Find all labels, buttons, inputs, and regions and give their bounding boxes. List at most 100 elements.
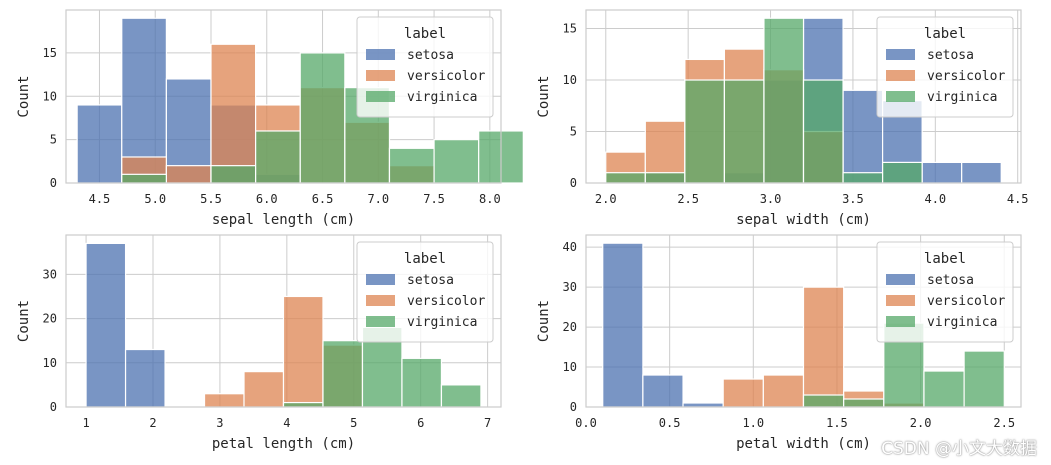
bar-virginica (802, 79, 844, 184)
x-tick-label: 3.0 (760, 192, 782, 206)
legend-entry-setosa: setosa (927, 48, 974, 63)
x-tick-label: 6.5 (312, 192, 334, 206)
x-axis-label: petal length (cm) (212, 436, 355, 452)
axes-frame (585, 234, 1022, 408)
bar-setosa (642, 374, 684, 408)
legend: label setosa versicolor virginica (876, 241, 1014, 343)
x-tick-label: 2.5 (677, 192, 699, 206)
x-tick-label: 3 (216, 416, 223, 430)
bar-virginica (684, 79, 726, 184)
legend-swatch-versicolor (886, 295, 915, 306)
axes-frame (585, 9, 1022, 184)
legend-entry-versicolor: versicolor (927, 69, 1005, 84)
legend-title: label (924, 251, 966, 267)
x-axis-label: sepal length (cm) (212, 212, 355, 228)
legend-entry-virginica: virginica (407, 90, 477, 105)
axes-frame (65, 9, 502, 184)
x-tick-label: 2.0 (910, 416, 932, 430)
x-axis-label: petal width (cm) (736, 436, 871, 452)
y-axis-label: Count (16, 75, 32, 117)
x-tick-label: 2.0 (595, 192, 617, 206)
y-tick-label: 10 (43, 356, 57, 370)
legend-swatch-virginica (366, 316, 395, 327)
bar-virginica (255, 130, 301, 184)
x-tick-label: 5 (350, 416, 357, 430)
x-tick-label: 4.5 (1007, 192, 1029, 206)
x-tick-label: 1.0 (742, 416, 764, 430)
bar-setosa (602, 242, 644, 408)
x-tick-label: 3.5 (842, 192, 864, 206)
legend-swatch-versicolor (366, 70, 395, 81)
legend-swatch-versicolor (886, 70, 915, 81)
y-tick-label: 20 (43, 312, 57, 326)
bar-versicolor (282, 295, 324, 408)
y-tick-label: 0 (50, 400, 57, 414)
x-tick-label: 5.5 (200, 192, 222, 206)
bar-virginica (299, 52, 346, 184)
legend-swatch-setosa (886, 49, 915, 60)
y-tick-label: 10 (43, 89, 57, 103)
bar-virginica (322, 340, 364, 408)
x-tick-label: 0.5 (659, 416, 681, 430)
y-tick-label: 30 (43, 267, 57, 281)
bar-virginica (881, 161, 923, 184)
legend-title: label (404, 251, 446, 267)
bar-virginica (763, 17, 805, 184)
y-tick-label: 0 (570, 400, 577, 414)
chart-panel-2: 2.0 2.5 3.0 3.5 4.0 4.5 0 5 10 15 sepal width (cm)… (536, 9, 1029, 228)
y-tick-label: 5 (50, 133, 57, 147)
bar-virginica (842, 172, 884, 184)
x-tick-label: 1.5 (826, 416, 848, 430)
legend-entry-setosa: setosa (407, 48, 454, 63)
bar-versicolor (722, 378, 764, 408)
bar-virginica (388, 147, 435, 184)
bar-virginica (843, 398, 885, 408)
x-tick-label: 8.0 (479, 192, 501, 206)
y-tick-label: 5 (570, 125, 577, 139)
bar-virginica (963, 350, 1005, 408)
bar-virginica (605, 172, 646, 184)
x-tick-label: 6 (417, 416, 424, 430)
legend-swatch-setosa (366, 49, 395, 60)
bar-virginica (923, 370, 965, 408)
bar-versicolor (203, 393, 245, 408)
bar-virginica (644, 172, 686, 184)
x-tick-label: 2 (149, 416, 156, 430)
x-tick-label: 0.0 (575, 416, 597, 430)
x-tick-label: 2.5 (993, 416, 1015, 430)
legend-swatch-setosa (886, 274, 915, 285)
x-tick-label: 4.0 (924, 192, 946, 206)
bar-versicolor (802, 286, 845, 408)
bar-versicolor (243, 371, 285, 408)
legend-entry-setosa: setosa (407, 273, 454, 288)
x-tick-label: 7.5 (423, 192, 445, 206)
x-tick-label: 5.0 (144, 192, 166, 206)
bar-setosa (842, 89, 884, 184)
legend-swatch-virginica (886, 316, 915, 327)
axes-frame (65, 234, 502, 408)
bar-setosa (961, 161, 1002, 184)
legend: label setosa versicolor virginica (356, 16, 494, 118)
x-axis-label: sepal width (cm) (736, 212, 871, 228)
legend-swatch-versicolor (366, 295, 395, 306)
bar-setosa (85, 242, 127, 408)
legend-entry-versicolor: versicolor (407, 294, 485, 309)
legend-entry-versicolor: versicolor (927, 294, 1005, 309)
chart-panel-1: 4.5 5.0 5.5 6.0 6.5 7.0 7.5 8.0 0 5 10 15 sepal leng… (16, 9, 524, 228)
y-axis-label: Count (536, 300, 552, 342)
bar-virginica (433, 139, 480, 184)
legend-swatch-virginica (886, 91, 915, 102)
y-tick-label: 15 (563, 22, 577, 36)
x-tick-label: 4 (283, 416, 290, 430)
legend-entry-virginica: virginica (927, 315, 997, 330)
y-tick-label: 15 (43, 46, 57, 60)
x-tick-label: 7 (484, 416, 491, 430)
bar-setosa (76, 104, 123, 184)
bar-virginica (802, 394, 845, 408)
legend-entry-setosa: setosa (927, 273, 974, 288)
bar-setosa (121, 17, 167, 184)
bar-virginica (210, 165, 257, 184)
bar-versicolor (165, 165, 212, 184)
bar-versicolor (762, 374, 805, 408)
